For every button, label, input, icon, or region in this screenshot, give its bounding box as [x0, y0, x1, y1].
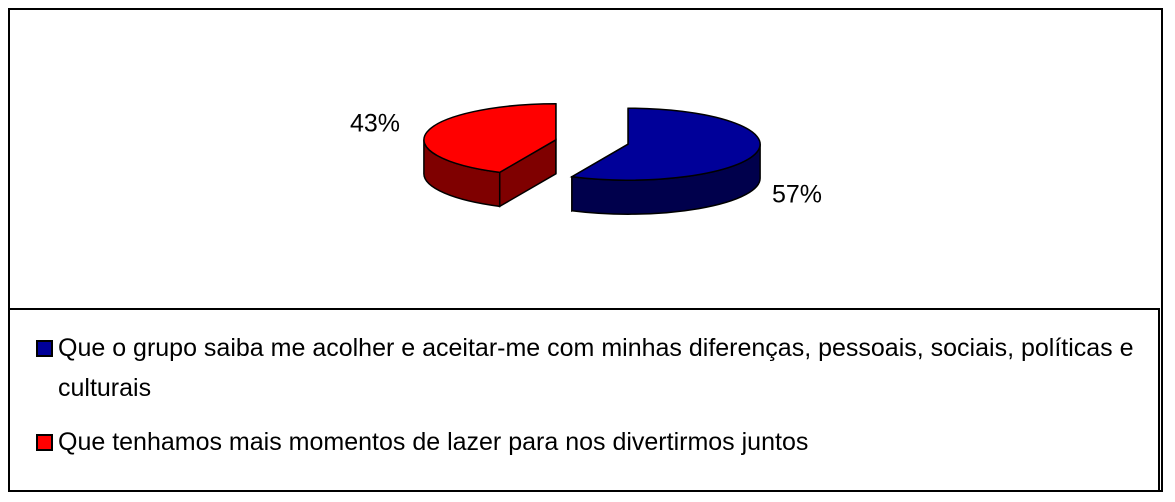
legend-swatch [36, 434, 53, 451]
chart: 43% 57% [350, 103, 822, 215]
data-label: 43% [350, 110, 400, 138]
legend-label: Que tenhamos mais momentos de lazer para… [58, 428, 809, 456]
legend-swatch [36, 340, 53, 357]
data-label: 57% [772, 181, 822, 209]
legend-label: Que o grupo saiba me acolher e aceitar-m… [58, 334, 1134, 402]
chart-frame [8, 8, 1163, 492]
legend: Que o grupo saiba me acolher e aceitar-m… [8, 308, 1160, 492]
slice [569, 107, 761, 181]
slice [423, 103, 557, 174]
